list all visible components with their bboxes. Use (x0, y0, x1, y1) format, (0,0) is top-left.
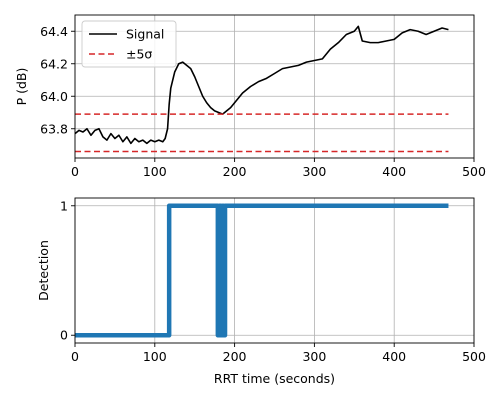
y-axis-label: Detection (36, 240, 51, 301)
x-tick-label: 500 (462, 164, 486, 179)
x-tick-label: 400 (382, 349, 406, 364)
y-tick-label: 1 (60, 198, 68, 213)
x-tick-label: 0 (71, 164, 79, 179)
x-tick-label: 100 (143, 349, 167, 364)
x-tick-label: 200 (223, 164, 247, 179)
series-line-signal (74, 25, 449, 145)
x-tick-label: 500 (462, 349, 486, 364)
y-tick-label: 64.0 (40, 89, 68, 104)
x-tick-label: 300 (302, 349, 326, 364)
axes-frame (74, 14, 475, 159)
x-tick-label: 100 (143, 164, 167, 179)
legend-box (81, 20, 177, 68)
x-tick-label: 200 (223, 349, 247, 364)
x-axis-label: RRT time (seconds) (214, 371, 335, 386)
y-axis-label: P (dB) (14, 68, 29, 106)
y-tick-label: 63.8 (40, 121, 68, 136)
y-tick-label: 0 (60, 328, 68, 343)
x-tick-label: 300 (302, 164, 326, 179)
legend: Signal ±5σ (81, 20, 177, 68)
x-tick-label: 400 (382, 164, 406, 179)
x-tick-label: 0 (71, 349, 79, 364)
legend-label-1: ±5σ (126, 47, 152, 62)
legend-label-0: Signal (126, 27, 164, 42)
y-tick-label: 64.2 (40, 56, 68, 71)
y-tick-label: 64.4 (40, 24, 68, 39)
chart-panel-detection: 0 100 200 300 400 500 0 1 Detection RRT time (sec… (36, 197, 486, 386)
chart-panel-power: 0 100 200 300 400 500 63.8 64.0 64.2 64.4 P (dB) Si… (14, 14, 486, 179)
series-line-detection (75, 203, 449, 338)
axes-frame (74, 197, 475, 344)
